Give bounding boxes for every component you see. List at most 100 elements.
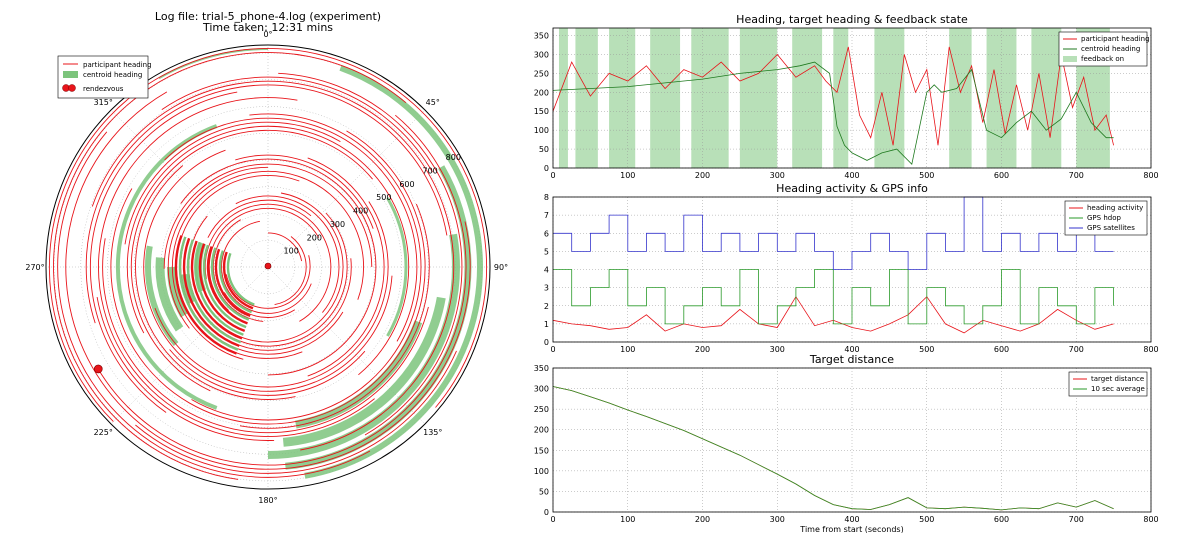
y-tick-label: 200 xyxy=(534,426,549,435)
x-tick-label: 500 xyxy=(919,345,934,354)
participant-heading-arc xyxy=(130,129,373,392)
polar-radial-label: 500 xyxy=(376,193,391,202)
heading-panel: 0 100 200 300 400 500 600 700 800 0 50 100 150 200 250… xyxy=(534,13,1159,180)
participant-heading-arc xyxy=(65,91,471,470)
y-tick-label: 200 xyxy=(534,88,549,97)
participant-heading-arc xyxy=(214,248,251,318)
y-tick-label: 350 xyxy=(534,32,549,41)
feedback-on-band xyxy=(949,28,972,168)
polar-angle-label: 180° xyxy=(258,496,277,505)
legend-centroid-heading: centroid heading xyxy=(83,71,142,79)
series-line-participant-heading xyxy=(552,46,1114,146)
polar-outer-ring xyxy=(45,44,491,490)
participant-heading-arc xyxy=(221,220,312,314)
rendezvous-marker xyxy=(264,262,272,270)
participant-heading-arc xyxy=(225,255,311,309)
y-tick-label: 100 xyxy=(534,467,549,476)
y-tick-label: 4 xyxy=(544,266,549,275)
polar-angle-label: 225° xyxy=(94,428,113,437)
y-tick-label: 300 xyxy=(534,385,549,394)
participant-heading-arc xyxy=(174,235,237,355)
polar-angle-label: 135° xyxy=(423,428,442,437)
x-tick-label: 0 xyxy=(550,171,555,180)
participant-heading-arc xyxy=(212,219,264,322)
participant-heading-arc xyxy=(85,84,448,324)
panel-title: Heading, target heading & feedback state xyxy=(736,13,968,26)
y-tick-label: 2 xyxy=(544,302,549,311)
participant-heading-arc xyxy=(202,244,247,329)
polar-radial-label: 700 xyxy=(423,166,438,175)
y-tick-label: 150 xyxy=(534,446,549,455)
legend-label: participant heading xyxy=(1081,35,1150,43)
centroid-heading-band xyxy=(115,124,218,410)
polar-title-line2: Time taken: 12:31 mins xyxy=(202,21,333,34)
legend-rendezvous: rendezvous xyxy=(83,85,124,93)
participant-heading-arc xyxy=(167,166,269,329)
polar-grid-ring xyxy=(187,186,349,348)
x-tick-label: 300 xyxy=(770,515,785,524)
legend-swatch xyxy=(1063,56,1077,62)
participant-heading-arc xyxy=(110,130,426,425)
plot-frame xyxy=(552,367,1152,513)
participant-heading-arc xyxy=(89,91,238,413)
participant-heading-arc xyxy=(48,48,487,422)
series-line-10-sec-average xyxy=(552,386,1114,511)
centroid-heading-band xyxy=(304,64,483,479)
y-tick-label: 1 xyxy=(544,320,549,329)
plot-frame xyxy=(552,196,1152,343)
polar-radial-label: 200 xyxy=(307,233,322,242)
polar-radial-label: 600 xyxy=(399,180,414,189)
legend-label: heading activity xyxy=(1087,204,1143,212)
polar-radial-label: 100 xyxy=(284,247,299,256)
polar-radial-label: 300 xyxy=(330,220,345,229)
polar-legend: participant heading centroid heading ren… xyxy=(57,55,152,99)
participant-heading-arc xyxy=(164,117,418,342)
polar-heading-arcs xyxy=(48,48,487,480)
centroid-heading-band xyxy=(158,48,269,80)
centroid-heading-band xyxy=(194,241,207,293)
polar-axis-labels: 0° 45° 90° 135° 180° 225° 270° 315° 100 200 300 400… xyxy=(25,30,508,505)
feedback-on-band xyxy=(575,28,598,168)
legend-box xyxy=(1068,371,1148,397)
series-line-gps-hdop xyxy=(553,269,1114,325)
legend-label: centroid heading xyxy=(1081,45,1140,53)
legend-label: GPS satellites xyxy=(1087,224,1135,232)
legend-participant-heading: participant heading xyxy=(83,61,152,69)
legend-label: GPS hdop xyxy=(1087,214,1121,222)
x-tick-label: 100 xyxy=(620,171,635,180)
participant-heading-arc xyxy=(218,250,253,314)
y-tick-label: 0 xyxy=(544,508,549,517)
polar-angle-label: 0° xyxy=(263,30,272,39)
participant-heading-arc xyxy=(190,240,243,340)
participant-heading-arc xyxy=(178,236,239,351)
feedback-on-band xyxy=(650,28,681,168)
participant-heading-arc xyxy=(274,236,307,306)
x-tick-label: 100 xyxy=(620,515,635,524)
polar-radial-label: 400 xyxy=(353,207,368,216)
panel-title: Heading activity & GPS info xyxy=(776,182,928,195)
feedback-on-band xyxy=(558,28,568,168)
participant-heading-arc xyxy=(235,154,374,229)
participant-heading-arc xyxy=(226,252,255,306)
polar-grid-spoke xyxy=(267,266,426,425)
participant-heading-arc xyxy=(278,72,463,436)
x-tick-label: 400 xyxy=(844,345,859,354)
participant-heading-arc xyxy=(96,114,467,466)
participant-heading-arc xyxy=(208,207,320,311)
y-tick-label: 5 xyxy=(544,247,549,256)
participant-heading-arc xyxy=(191,113,422,421)
polar-grid-spoke xyxy=(267,109,426,268)
participant-heading-arc xyxy=(53,52,407,480)
participant-heading-arc xyxy=(143,149,393,392)
x-tick-label: 200 xyxy=(695,515,710,524)
feedback-on-band xyxy=(691,28,729,168)
y-tick-label: 0 xyxy=(544,338,549,347)
participant-heading-arc xyxy=(161,76,433,173)
x-tick-label: 400 xyxy=(844,515,859,524)
participant-heading-arc xyxy=(239,258,352,351)
centroid-heading-band xyxy=(282,296,446,447)
distance-panel: 0 100 200 300 400 500 600 700 800 0 50 100 150 200 250… xyxy=(534,353,1159,533)
participant-heading-arc xyxy=(135,165,296,400)
participant-heading-arc xyxy=(235,195,340,313)
